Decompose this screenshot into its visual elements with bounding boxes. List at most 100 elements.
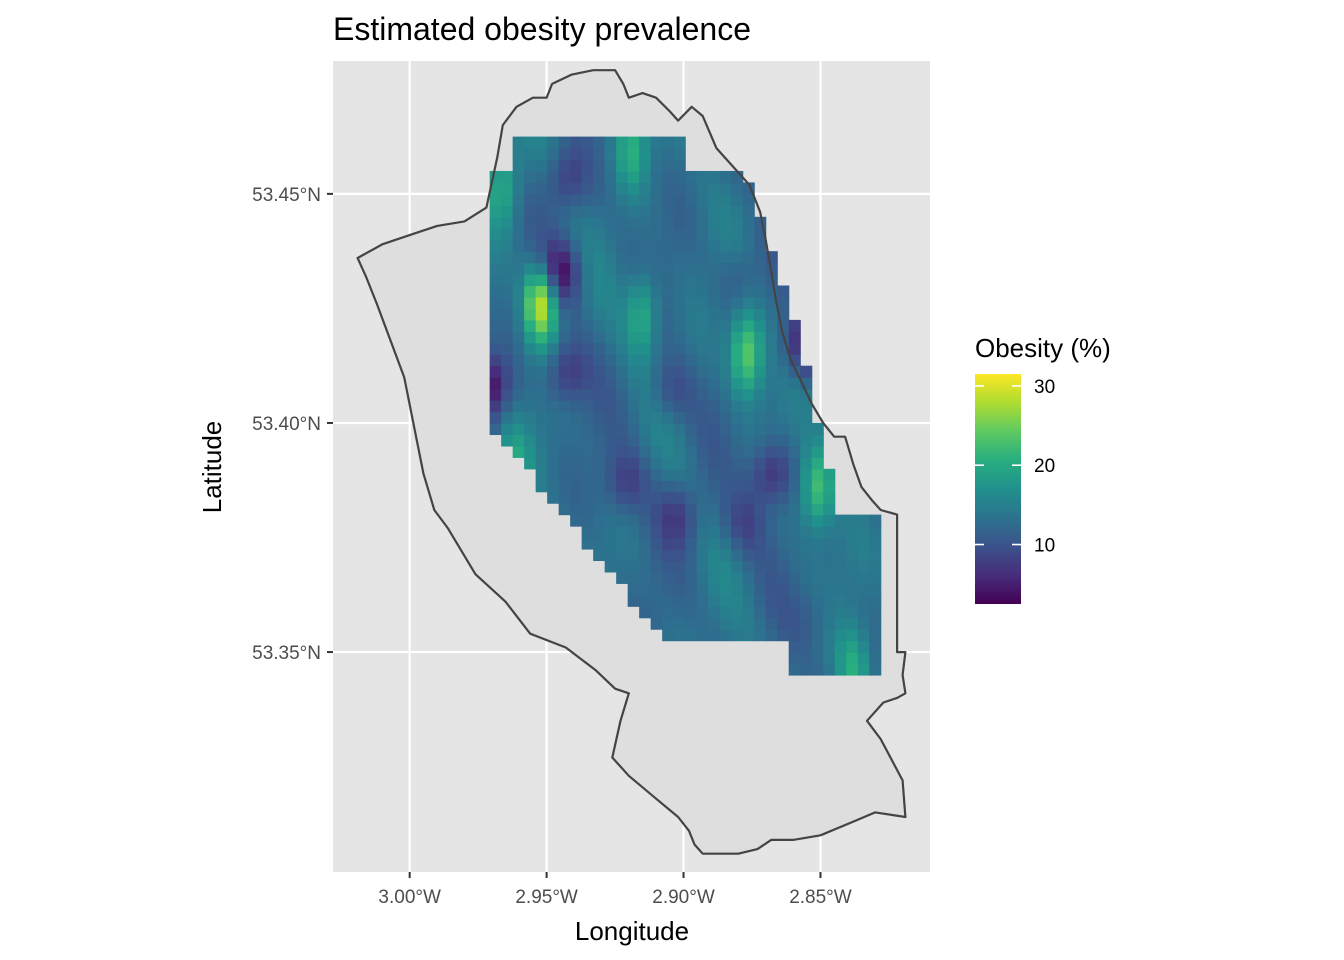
heat-cell — [627, 548, 640, 562]
heat-cell — [570, 274, 583, 287]
heat-cell — [593, 365, 606, 378]
heat-cell — [696, 503, 709, 516]
heat-cell — [685, 617, 698, 630]
heat-cell — [570, 319, 583, 332]
heat-cell — [604, 170, 617, 184]
heat-cell — [696, 285, 709, 298]
heat-cell — [570, 308, 583, 321]
heat-cell — [662, 526, 675, 539]
heat-cell — [604, 503, 617, 516]
y-axis: 53.35°N 53.40°N 53.45°N — [252, 185, 333, 664]
heat-cell — [604, 491, 617, 504]
heat-cell — [811, 434, 824, 447]
heat-cell — [754, 411, 767, 424]
heat-cell — [673, 629, 686, 642]
heat-cell — [558, 445, 571, 458]
heat-cell — [616, 159, 629, 172]
heat-cell — [719, 537, 732, 550]
heat-cell — [673, 228, 686, 241]
x-tick-label-2: 2.90°W — [652, 887, 715, 908]
heat-cell — [777, 514, 790, 527]
heat-cell — [823, 491, 836, 504]
heat-cell — [570, 388, 583, 401]
heat-cell — [834, 663, 847, 676]
heat-cell — [696, 354, 709, 367]
heat-cell — [811, 514, 824, 527]
heat-cell — [708, 594, 721, 607]
y-tick-label-1: 53.40°N — [252, 414, 321, 435]
heat-cell — [581, 491, 594, 504]
heat-cell — [708, 205, 721, 218]
heat-cell — [547, 170, 560, 184]
heat-cell — [535, 148, 548, 161]
heat-cell — [570, 251, 583, 264]
heat-cell — [604, 296, 617, 310]
heat-cell — [501, 251, 514, 264]
heat-cell — [800, 434, 813, 447]
heat-cell — [765, 296, 778, 310]
heat-cell — [673, 170, 686, 184]
heat-cell — [627, 205, 640, 218]
heat-cell — [570, 491, 583, 504]
heat-cell — [581, 331, 594, 344]
heat-cell — [489, 331, 502, 344]
heat-cell — [650, 480, 663, 493]
heat-cell — [627, 434, 640, 447]
heat-cell — [627, 491, 640, 504]
heat-cell — [708, 629, 721, 642]
heat-cell — [719, 548, 732, 562]
heat-cell — [558, 136, 571, 149]
heat-cell — [708, 537, 721, 550]
heat-cell — [524, 296, 537, 310]
heat-cell — [662, 193, 675, 206]
heat-cell — [489, 342, 502, 355]
heat-cell — [627, 342, 640, 355]
heat-cell — [535, 377, 548, 390]
heat-cell — [570, 400, 583, 413]
heat-cell — [570, 239, 583, 252]
heat-cell — [524, 422, 537, 436]
heat-cell — [662, 629, 675, 642]
heat-cell — [593, 342, 606, 355]
heat-cell — [547, 205, 560, 218]
heat-cell — [685, 468, 698, 481]
heat-cell — [662, 182, 675, 195]
heat-cell — [558, 480, 571, 493]
heat-cell — [765, 354, 778, 367]
heat-cell — [708, 319, 721, 332]
heat-cell — [673, 457, 686, 470]
heat-cell — [742, 480, 755, 493]
heat-cell — [616, 228, 629, 241]
heat-cell — [696, 170, 709, 184]
heat-cell — [581, 503, 594, 516]
heat-cell — [547, 262, 560, 275]
heat-cell — [535, 193, 548, 206]
heat-cell — [685, 583, 698, 596]
heat-cell — [627, 560, 640, 573]
heat-cell — [639, 319, 652, 332]
heat-cell — [524, 170, 537, 184]
heat-cell — [489, 319, 502, 332]
heat-cell — [581, 445, 594, 458]
heat-cell — [742, 422, 755, 436]
heat-cell — [627, 400, 640, 413]
heat-cell — [639, 606, 652, 619]
heat-cell — [639, 239, 652, 252]
heat-cell — [558, 411, 571, 424]
heat-cell — [788, 422, 801, 436]
heat-cell — [512, 354, 525, 367]
heat-cell — [823, 594, 836, 607]
heat-cell — [696, 548, 709, 562]
heat-cell — [524, 228, 537, 241]
heat-cell — [593, 262, 606, 275]
heat-cell — [581, 377, 594, 390]
heat-cell — [811, 606, 824, 619]
heat-cell — [639, 457, 652, 470]
heat-cell — [570, 148, 583, 161]
heat-cell — [524, 457, 537, 470]
heat-cell — [524, 216, 537, 229]
heat-cell — [593, 216, 606, 229]
heat-cell — [708, 296, 721, 310]
heat-cell — [788, 480, 801, 493]
heat-cell — [650, 136, 663, 149]
